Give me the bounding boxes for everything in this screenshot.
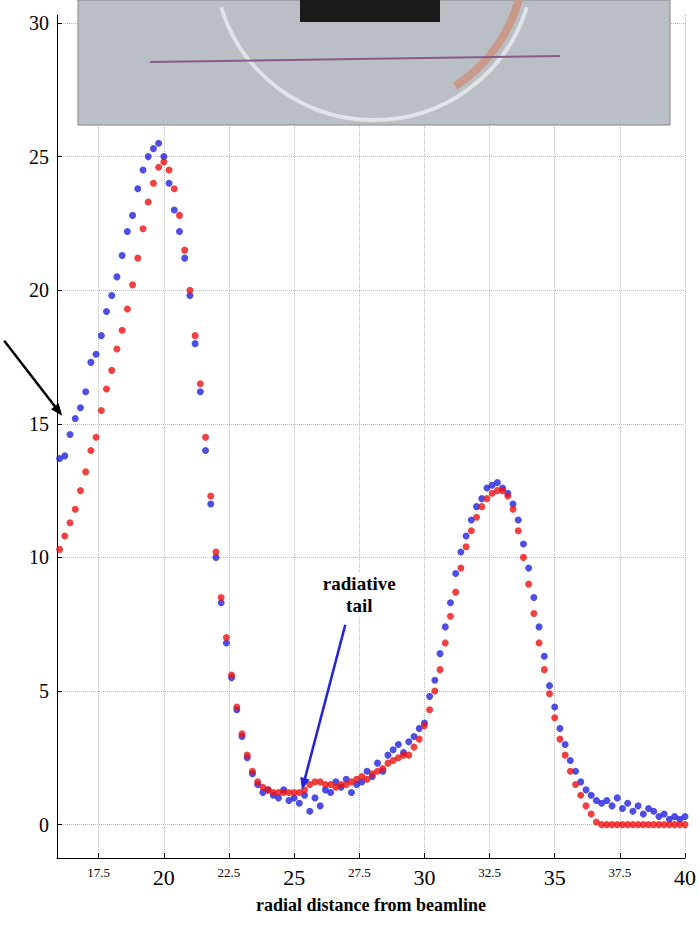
svg-text:25: 25: [283, 865, 305, 890]
svg-text:radiative: radiative: [323, 573, 396, 594]
svg-text:tail: tail: [346, 595, 372, 616]
svg-text:15: 15: [29, 413, 49, 435]
svg-text:40: 40: [674, 865, 696, 890]
svg-text:22.5: 22.5: [218, 865, 241, 880]
svg-text:20: 20: [29, 279, 49, 301]
svg-text:35: 35: [544, 865, 566, 890]
svg-text:37.5: 37.5: [608, 865, 631, 880]
svg-text:32.5: 32.5: [478, 865, 501, 880]
svg-text:30: 30: [413, 865, 435, 890]
svg-text:0: 0: [39, 814, 49, 836]
svg-text:radial distance from beamline: radial distance from beamline: [256, 895, 486, 915]
svg-text:17.5: 17.5: [87, 865, 110, 880]
svg-text:20: 20: [153, 865, 175, 890]
svg-text:25: 25: [29, 146, 49, 168]
svg-text:10: 10: [29, 546, 49, 568]
svg-text:5: 5: [39, 680, 49, 702]
svg-text:27.5: 27.5: [348, 865, 371, 880]
svg-text:30: 30: [29, 12, 49, 34]
